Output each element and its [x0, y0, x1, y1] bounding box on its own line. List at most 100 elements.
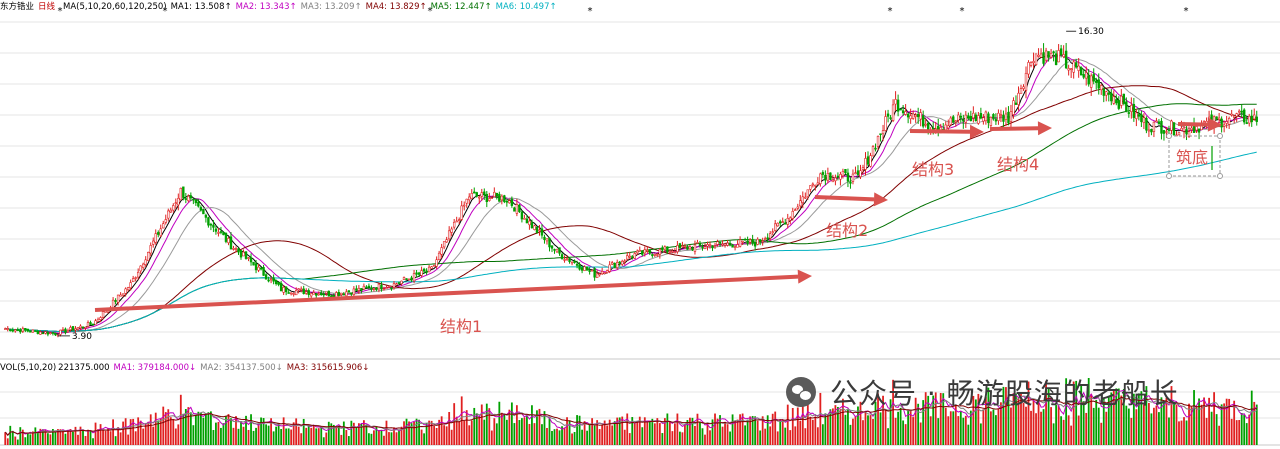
- candle-body: [370, 287, 373, 290]
- volume-bar: [586, 430, 589, 445]
- selection-handle[interactable]: [1217, 173, 1223, 179]
- candle-body: [575, 263, 579, 266]
- volume-bar: [1127, 408, 1130, 445]
- candle-body: [94, 320, 97, 325]
- candle-body: [172, 205, 175, 211]
- volume-bar: [14, 436, 17, 445]
- volume-bar: [561, 426, 563, 445]
- candle-body: [162, 223, 165, 229]
- volume-bar: [59, 429, 62, 445]
- candle-body: [801, 196, 804, 203]
- candle-body: [365, 286, 368, 289]
- volume-bar: [789, 430, 792, 445]
- candle-body: [590, 269, 594, 272]
- volume-bar: [1075, 380, 1078, 445]
- candle-body: [1087, 75, 1090, 85]
- volume-bar: [147, 421, 150, 445]
- candle-body: [789, 217, 792, 221]
- volume-bar: [1150, 413, 1153, 445]
- volume-bar: [1087, 378, 1090, 445]
- volume-bar: [79, 426, 82, 445]
- volume-bar: [39, 428, 42, 445]
- candle-body: [671, 250, 674, 253]
- candle-body: [821, 172, 825, 175]
- candle-body: [904, 111, 907, 115]
- volume-bar: [979, 423, 982, 445]
- candle-body: [578, 264, 581, 270]
- volume-bar: [709, 430, 711, 445]
- candle-body: [141, 263, 145, 268]
- selection-handle[interactable]: [1217, 133, 1223, 139]
- selection-handle[interactable]: [1166, 173, 1172, 179]
- candle-body: [1132, 103, 1136, 118]
- candle-body: [969, 115, 973, 122]
- volume-legend: VOL(5,10,20) 221375.000 MA1: 379184.000↓ MA…: [0, 362, 377, 374]
- volume-bar: [706, 423, 709, 445]
- volume-bar: [904, 424, 907, 445]
- candle-body: [979, 113, 983, 119]
- candle-body: [605, 270, 609, 273]
- ma-legend-3: MA3: 13.209↑: [300, 2, 362, 12]
- candle-body: [1032, 61, 1035, 64]
- candle-body: [691, 247, 694, 251]
- candle-body: [1167, 129, 1171, 131]
- candle-body: [583, 266, 586, 271]
- volume-bar: [909, 409, 912, 445]
- volume-bar: [658, 423, 661, 445]
- candle-body: [643, 249, 646, 254]
- candle-body: [580, 267, 584, 271]
- volume-bar: [593, 425, 596, 445]
- vol-ma-legend-3: MA3: 315615.906↓: [286, 363, 370, 373]
- ma-legend-4: MA4: 13.829↑: [365, 2, 427, 12]
- volume-bar: [390, 432, 393, 445]
- candle-body: [1125, 101, 1128, 112]
- candle-body: [1157, 121, 1161, 125]
- volume-bar: [207, 412, 210, 445]
- volume-bar: [603, 420, 606, 445]
- volume-bar: [872, 418, 874, 445]
- volume-bar: [21, 429, 24, 445]
- volume-bar: [869, 415, 872, 445]
- volume-bar: [134, 431, 137, 445]
- candle-body: [1248, 115, 1251, 124]
- candle-body: [972, 112, 975, 119]
- volume-bar: [315, 428, 318, 445]
- event-marker: *: [58, 6, 63, 17]
- candle-body: [816, 182, 820, 185]
- candle-body: [1049, 53, 1053, 58]
- volume-bar: [355, 427, 358, 445]
- candle-body: [154, 233, 157, 243]
- volume-bar: [553, 429, 556, 445]
- volume-bar: [77, 434, 79, 445]
- candle-body: [1237, 110, 1241, 113]
- candle-body: [159, 228, 162, 237]
- volume-bar: [533, 423, 536, 445]
- selection-handle[interactable]: [1166, 133, 1172, 139]
- volume-bar: [137, 417, 140, 445]
- candle-body: [147, 252, 150, 261]
- candle-body: [395, 283, 398, 286]
- event-marker: *: [163, 6, 168, 17]
- candle-body: [1232, 115, 1236, 118]
- candle-body: [16, 329, 19, 331]
- candle-body: [957, 114, 960, 121]
- volume-bar: [847, 409, 849, 445]
- volume-bar: [521, 418, 523, 445]
- candle-body: [889, 117, 892, 119]
- volume-bar: [729, 431, 731, 445]
- volume-bar: [992, 409, 995, 445]
- selection-box[interactable]: [1168, 135, 1221, 177]
- volume-bar: [573, 432, 576, 445]
- volume-bar: [1112, 389, 1115, 445]
- volume-bar: [1022, 402, 1025, 445]
- candle-body: [470, 193, 473, 199]
- candle-body: [292, 293, 295, 295]
- volume-bar: [937, 418, 940, 445]
- candle-body: [14, 329, 17, 332]
- candle-body: [259, 267, 263, 270]
- volume-bar: [646, 422, 649, 445]
- volume-bar: [1052, 423, 1055, 445]
- candle-body: [1085, 72, 1088, 79]
- candle-body: [515, 204, 519, 214]
- candle-body: [234, 248, 238, 250]
